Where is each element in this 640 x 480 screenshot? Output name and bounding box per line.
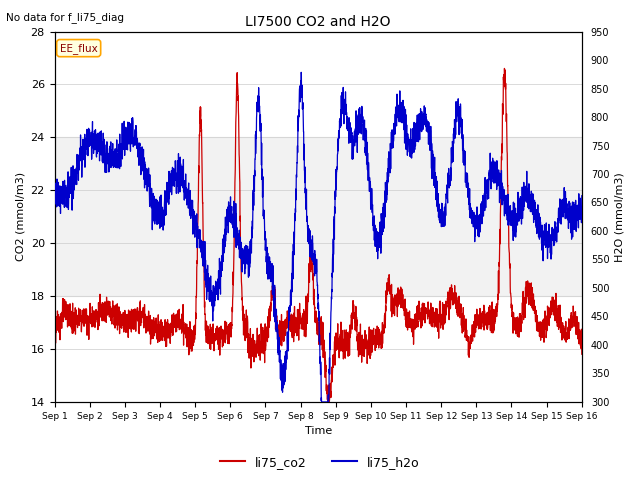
Text: EE_flux: EE_flux (60, 43, 97, 54)
Text: No data for f_li75_diag: No data for f_li75_diag (6, 12, 124, 23)
Y-axis label: CO2 (mmol/m3): CO2 (mmol/m3) (15, 172, 25, 261)
Title: LI7500 CO2 and H2O: LI7500 CO2 and H2O (245, 15, 391, 29)
Bar (54, 137, 582, 296)
Legend: li75_co2, li75_h2o: li75_co2, li75_h2o (215, 451, 425, 474)
Y-axis label: H2O (mmol/m3): H2O (mmol/m3) (615, 172, 625, 262)
X-axis label: Time: Time (305, 426, 332, 436)
